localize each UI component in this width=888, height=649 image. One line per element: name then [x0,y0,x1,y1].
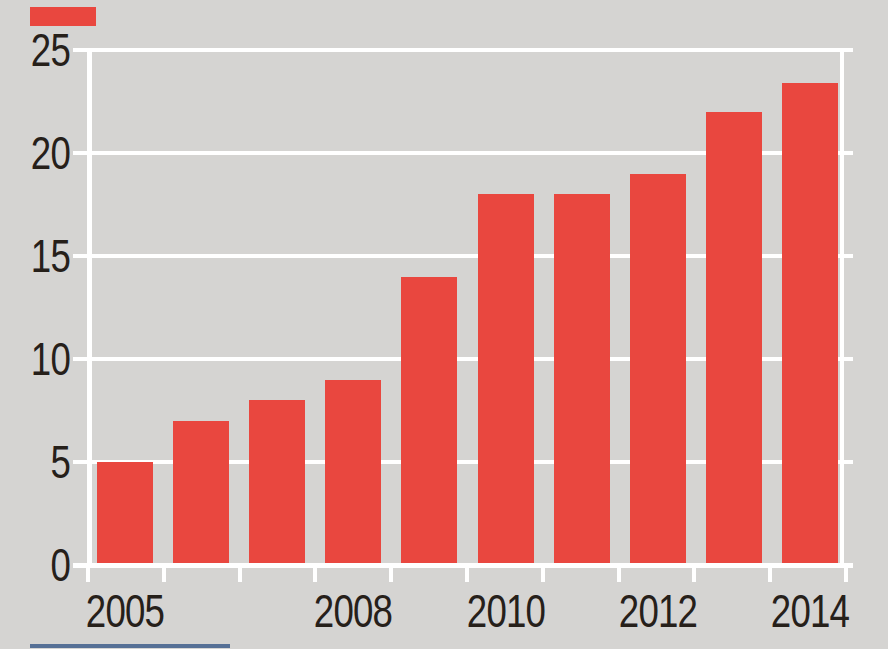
x-tick-label-2008: 2008 [291,588,416,634]
bar-2007 [249,400,305,565]
plot-right-border [840,48,844,567]
bar-2013 [706,112,762,565]
bar-2008 [325,380,381,565]
x-tick [389,567,393,582]
x-tick [465,567,469,582]
x-tick-label-2005: 2005 [62,588,187,634]
x-tick-label-2014: 2014 [748,588,873,634]
y-tick-label-15: 15 [0,233,70,279]
gridline-25 [73,48,853,52]
y-tick-label-0: 0 [0,542,70,588]
y-tick-label-5: 5 [0,439,70,485]
y-tick-label-25: 25 [0,27,70,73]
cropped-footer-line [30,644,230,648]
bar-2012 [630,174,686,565]
bar-chart: 0 5 10 15 20 25 2005 2008 2010 2012 2014 [0,0,888,649]
x-tick [313,567,317,582]
x-tick [238,567,242,582]
y-tick-label-10: 10 [0,336,70,382]
x-axis-line [73,563,853,568]
x-tick [768,567,772,582]
bar-2011 [554,194,610,565]
y-axis-line [87,48,92,567]
x-tick [844,567,848,582]
x-tick [162,567,166,582]
bar-2014 [782,83,838,565]
y-tick-label-20: 20 [0,130,70,176]
x-tick-label-2010: 2010 [443,588,568,634]
x-tick [541,567,545,582]
bar-2005 [97,462,153,565]
bar-2009 [401,277,457,565]
x-tick [86,567,90,582]
x-tick-label-2012: 2012 [595,588,720,634]
x-tick [617,567,621,582]
bar-2006 [173,421,229,565]
x-tick [692,567,696,582]
bar-2010 [478,194,534,565]
